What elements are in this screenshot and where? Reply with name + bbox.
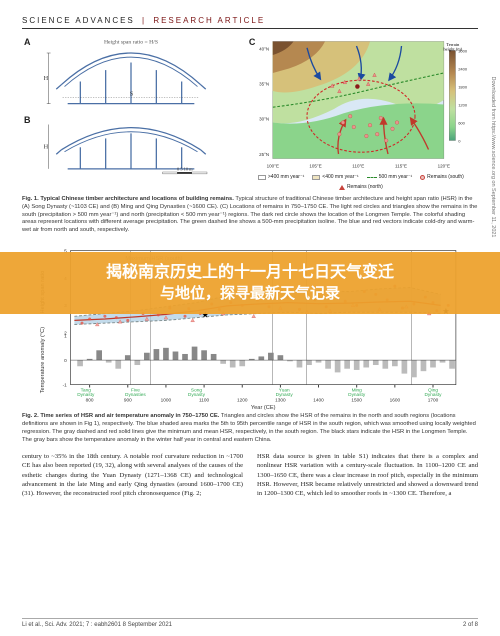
terrain-ticks: 3000 2400 1800 1200 600 0 <box>458 48 468 143</box>
fig1-left-panels: A B Height span ratio = H/S <box>22 37 241 190</box>
dynasty-labels: TangDynasty FiveDynasties SongDynasty YuanD… <box>77 387 442 398</box>
svg-text:900: 900 <box>124 398 132 404</box>
svg-text:25°N: 25°N <box>259 152 269 157</box>
svg-text:H: H <box>44 75 49 82</box>
hut-a-diagram: Height span ratio = H/S H S <box>36 37 226 107</box>
journal-header: SCIENCE ADVANCES | RESEARCH ARTICLE <box>22 16 478 29</box>
fig2-caption: Fig. 2. Time series of HSR and air tempe… <box>22 413 478 444</box>
svg-text:40°N: 40°N <box>259 47 269 52</box>
svg-text:800: 800 <box>86 398 94 404</box>
hut-annotation: Height span ratio = H/S <box>104 40 158 46</box>
china-map: 40°N 35°N 30°N 25°N 100°E 105°E 110°E 115°E 120… <box>247 37 475 172</box>
figure-1: A B Height span ratio = H/S <box>22 37 478 190</box>
svg-text:SongDynasty: SongDynasty <box>188 387 206 398</box>
svg-text:120°E: 120°E <box>438 164 450 169</box>
download-watermark: Downloaded from https://www.science.org … <box>490 76 496 237</box>
svg-text:600: 600 <box>458 120 465 125</box>
map-legend: >400 mm year⁻¹<400 mm year⁻¹500 mm year⁻… <box>247 174 475 190</box>
svg-text:1200: 1200 <box>458 102 468 107</box>
svg-text:0: 0 <box>458 138 461 143</box>
footer-left: Li et al., Sci. Adv. 2021; 7 : eabh2601 … <box>22 622 172 628</box>
body-left: century to ~35% in the 18th century. A n… <box>22 452 243 497</box>
fig1-caption: Fig. 1. Typical Chinese timber architect… <box>22 196 478 235</box>
svg-text:1200: 1200 <box>237 398 248 404</box>
svg-text:QingDynasty: QingDynasty <box>424 387 442 398</box>
map-lon-ticks: 100°E 105°E 110°E 115°E 120°E <box>267 164 450 169</box>
svg-text:FiveDynasties: FiveDynasties <box>125 387 146 398</box>
svg-text:TangDynasty: TangDynasty <box>77 387 95 398</box>
header-separator: | <box>142 16 146 25</box>
svg-text:H: H <box>44 144 49 151</box>
svg-text:3000: 3000 <box>458 48 468 53</box>
svg-text:30°N: 30°N <box>259 117 269 122</box>
svg-text:1: 1 <box>64 334 67 340</box>
svg-text:110°E: 110°E <box>352 164 364 169</box>
panel-label-a: A <box>24 37 31 47</box>
journal-name: SCIENCE ADVANCES <box>22 16 135 25</box>
svg-text:0: 0 <box>64 358 67 364</box>
overlay-line2: 与地位，探寻最新天气记录 <box>8 284 492 304</box>
svg-text:1100: 1100 <box>199 398 210 404</box>
svg-text:YuanDynasty: YuanDynasty <box>276 387 294 398</box>
overlay-banner: 揭秘南京历史上的十一月十七日天气变迁 与地位，探寻最新天气记录 <box>0 252 500 314</box>
svg-text:100°E: 100°E <box>267 164 279 169</box>
svg-text:1000: 1000 <box>161 398 172 404</box>
svg-text:S: S <box>130 90 134 97</box>
body-right: HSR data source is given in table S1) in… <box>257 452 478 497</box>
svg-text:MingDynasty: MingDynasty <box>348 387 366 398</box>
fig1-map-panel: C <box>247 37 475 190</box>
svg-text:-1: -1 <box>63 383 68 389</box>
overlay-line1: 揭秘南京历史上的十一月十七日天气变迁 <box>8 262 492 284</box>
hut-b-diagram: H 0 5 10 m <box>36 111 226 176</box>
footer-right: 2 of 8 <box>463 622 478 628</box>
svg-text:105°E: 105°E <box>309 164 321 169</box>
map-lat-ticks: 40°N 35°N 30°N 25°N <box>259 47 269 157</box>
svg-text:35°N: 35°N <box>259 82 269 87</box>
page-footer: Li et al., Sci. Adv. 2021; 7 : eabh2601 … <box>22 618 478 628</box>
svg-text:1300: 1300 <box>275 398 286 404</box>
article-type: RESEARCH ARTICLE <box>153 16 265 25</box>
svg-text:0 5 10 m: 0 5 10 m <box>177 167 193 172</box>
fig2-caption-bold: Fig. 2. Time series of HSR and air tempe… <box>22 413 219 419</box>
svg-text:2400: 2400 <box>458 66 468 71</box>
body-text: century to ~35% in the 18th century. A n… <box>22 452 478 497</box>
panel-label-b: B <box>24 115 31 125</box>
svg-text:1400: 1400 <box>313 398 324 404</box>
svg-text:1800: 1800 <box>458 84 468 89</box>
temp-ylabel: Temperature anomaly (°C) <box>40 327 46 394</box>
terrain-colorbar: Terrainheight (m) <box>443 42 462 141</box>
x-label: Year (CE) <box>251 405 276 411</box>
svg-text:1500: 1500 <box>351 398 362 404</box>
svg-text:1600: 1600 <box>390 398 401 404</box>
svg-text:1700: 1700 <box>428 398 439 404</box>
svg-text:115°E: 115°E <box>395 164 407 169</box>
fig1-caption-bold: Fig. 1. Typical Chinese timber architect… <box>22 196 234 202</box>
temp-y-ticks: -1 0 1 <box>63 334 68 389</box>
